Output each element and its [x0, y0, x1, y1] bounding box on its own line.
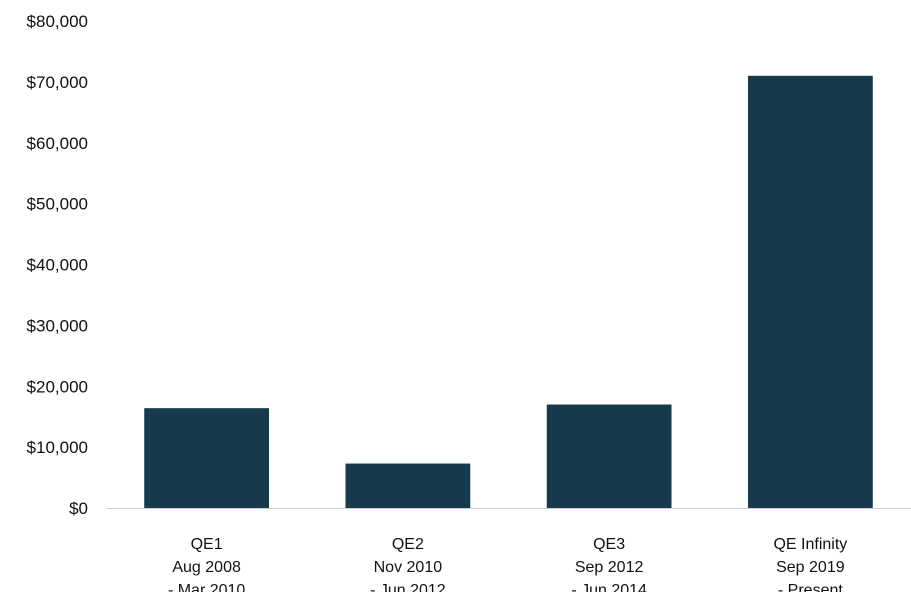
y-tick-label: $80,000 — [27, 12, 88, 31]
bar — [144, 408, 269, 508]
x-tick-label: - Jun 2012 — [370, 582, 446, 592]
y-tick-label: $50,000 — [27, 195, 88, 214]
y-tick-label: $0 — [69, 499, 88, 518]
y-tick-label: $70,000 — [27, 73, 88, 92]
x-tick-label: QE2 — [392, 536, 424, 553]
x-tick-label: Sep 2012 — [575, 559, 644, 576]
y-tick-label: $20,000 — [27, 377, 88, 396]
y-tick-label: $60,000 — [27, 134, 88, 153]
x-tick-label: QE3 — [593, 536, 625, 553]
x-tick-label: QE1 — [191, 536, 223, 553]
y-tick-label: $30,000 — [27, 316, 88, 335]
bar — [547, 405, 672, 508]
x-tick-label: Aug 2008 — [172, 559, 241, 576]
x-tick-label: Nov 2010 — [374, 559, 443, 576]
bar — [345, 464, 470, 508]
y-axis: $0 $10,000 $20,000 $30,000 $40,000 $50,000 $60… — [27, 12, 88, 518]
bar — [748, 76, 873, 508]
x-axis: QE1 Aug 2008 - Mar 2010 QE2 Nov 2010 - Jun 20… — [168, 536, 847, 592]
y-tick-label: $10,000 — [27, 438, 88, 457]
x-tick-label: Sep 2019 — [776, 559, 845, 576]
y-tick-label: $40,000 — [27, 256, 88, 275]
bars — [144, 76, 873, 508]
x-tick-label: QE Infinity — [773, 536, 847, 553]
x-tick-label: - Jun 2014 — [571, 582, 647, 592]
x-tick-label: - Present — [778, 582, 843, 592]
x-tick-label: - Mar 2010 — [168, 582, 245, 592]
